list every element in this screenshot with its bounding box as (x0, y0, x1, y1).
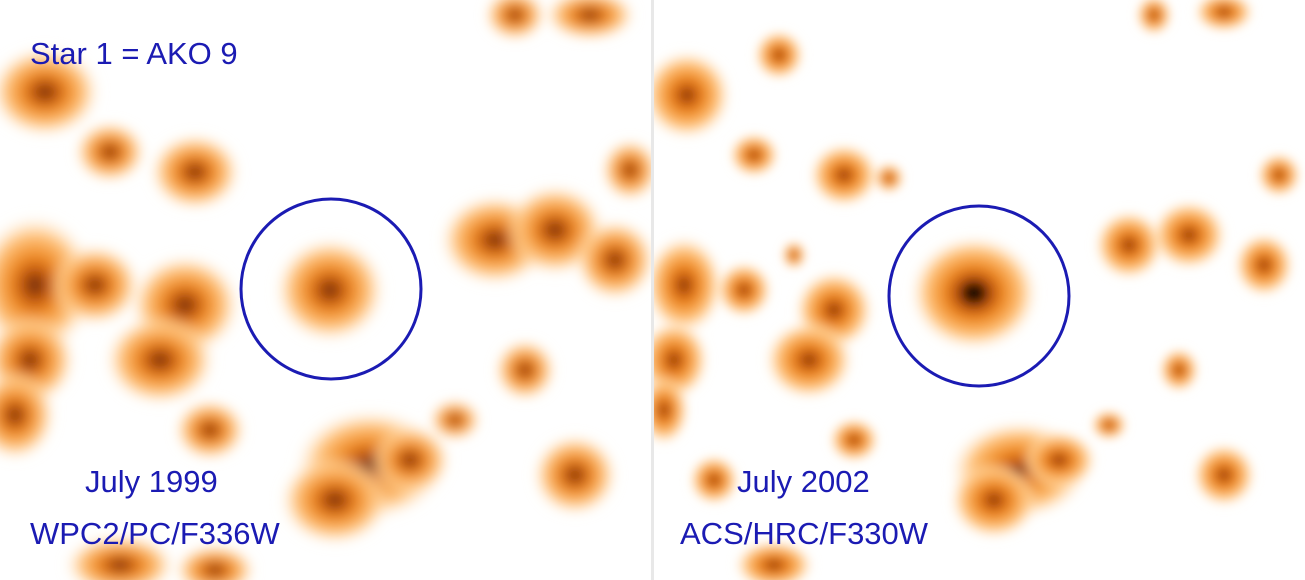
target-circle-right (887, 204, 1071, 388)
date-label-left: July 1999 (85, 464, 218, 499)
panel-divider (651, 0, 654, 580)
instrument-label-right: ACS/HRC/F330W (680, 516, 929, 551)
star-id-label: Star 1 = AKO 9 (30, 36, 238, 71)
right-star-field (654, 0, 1301, 580)
left-star-field (0, 0, 651, 580)
left-image-panel: Star 1 = AKO 9 July 1999 WPC2/PC/F336W (0, 0, 651, 580)
target-circle-left (239, 197, 423, 381)
right-image-panel: July 2002 ACS/HRC/F330W (654, 0, 1305, 580)
date-label-right: July 2002 (737, 464, 870, 499)
instrument-label-left: WPC2/PC/F336W (30, 516, 280, 551)
